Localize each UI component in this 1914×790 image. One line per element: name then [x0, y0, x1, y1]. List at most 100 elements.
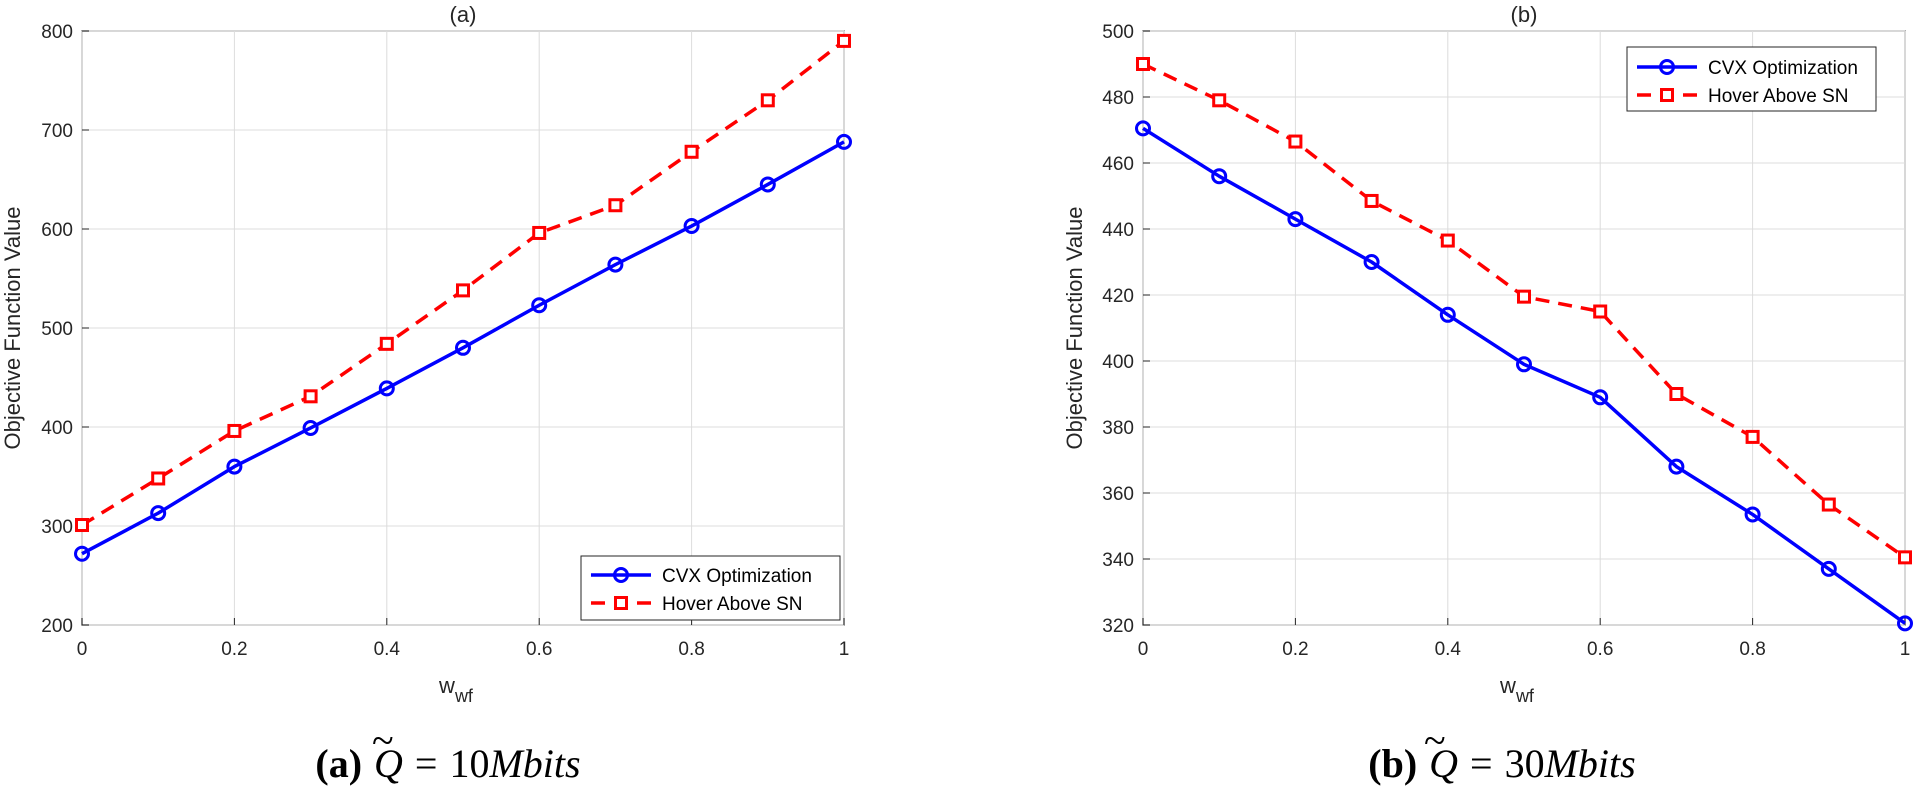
data-point-hover-b: [1593, 304, 1608, 319]
grid-a: [81, 30, 845, 626]
y-tick-label-b: 340: [1102, 550, 1134, 571]
x-axis-label-sub-a: wf: [454, 686, 474, 706]
y-tick-label-b: 380: [1102, 418, 1134, 439]
data-point-cvx-b: [1363, 254, 1380, 270]
ticks-b: 320 340 360 380 400 420 440 460 480 500 0 0.2 0.4 0.6…: [1102, 22, 1910, 660]
y-tick-label-b: 420: [1102, 286, 1134, 307]
data-point-cvx-a: [836, 133, 852, 150]
data-point-cvx-b: [1744, 506, 1761, 523]
chart-title-b: (b): [1511, 2, 1538, 27]
data-point-hover-a: [227, 423, 242, 438]
legend-marker-hover-b: [1660, 88, 1674, 102]
x-tick-label-b: 0.2: [1282, 639, 1308, 660]
y-tick-label-a: 600: [41, 220, 73, 241]
x-tick-label-a: 0.8: [678, 639, 704, 660]
data-point-hover-a: [760, 93, 775, 108]
data-point-hover-a: [837, 33, 851, 48]
data-point-hover-b: [1212, 93, 1227, 108]
y-tick-label-b: 440: [1102, 220, 1134, 241]
x-tick-label-a: 0.6: [526, 639, 552, 660]
x-tick-label-b: 1: [1900, 639, 1911, 660]
caption-label-b: (b): [1368, 741, 1417, 786]
legend-label-hover-a: Hover Above SN: [662, 594, 802, 615]
data-point-cvx-a: [74, 545, 90, 562]
caption-equals-b: =: [1470, 741, 1493, 786]
y-tick-label-a: 700: [41, 121, 73, 142]
series-line-cvx-b: [1142, 126, 1907, 625]
x-tick-label-a: 1: [839, 639, 850, 660]
legend-label-hover-b: Hover Above SN: [1708, 86, 1848, 107]
legend-b: CVX Optimization Hover Above SN: [1626, 46, 1877, 112]
y-tick-label-b: 460: [1102, 154, 1134, 175]
caption-value-b: 30: [1505, 741, 1545, 786]
legend-a: CVX Optimization Hover Above SN: [580, 555, 841, 621]
caption-b: (b) Q = 30Mbits: [1368, 741, 1635, 786]
y-tick-label-a: 800: [41, 22, 73, 43]
caption-symbol-b: Q: [1429, 741, 1458, 786]
x-tick-label-b: 0.6: [1587, 639, 1613, 660]
series-line-cvx-a: [81, 140, 845, 556]
data-point-hover-b: [1821, 497, 1836, 512]
data-point-cvx-b: [1287, 211, 1304, 228]
y-tick-label-a: 400: [41, 418, 73, 439]
x-axis-label-a: wwf: [438, 673, 474, 706]
data-point-hover-a: [608, 198, 623, 213]
data-point-cvx-b: [1820, 560, 1837, 577]
y-tick-label-b: 400: [1102, 352, 1134, 373]
data-point-cvx-a: [150, 505, 167, 522]
data-point-cvx-a: [226, 458, 243, 475]
caption-tilde-a: ~: [372, 718, 394, 763]
data-point-cvx-b: [1135, 120, 1151, 137]
data-point-cvx-a: [455, 339, 471, 356]
x-tick-label-a: 0.4: [374, 639, 401, 660]
caption-unit-a: Mbits: [488, 741, 580, 786]
grid-b: [1142, 30, 1906, 626]
data-point-cvx-b: [1592, 389, 1609, 406]
data-point-cvx-b: [1211, 168, 1228, 185]
caption-value-a: 10: [449, 741, 489, 786]
data-point-cvx-a: [607, 256, 624, 273]
data-point-hover-a: [684, 144, 699, 159]
data-point-cvx-a: [759, 176, 776, 193]
chart-panel-b: 320 340 360 380 400 420 440 460 480 500 0 0.2 0.4 0.6…: [1062, 2, 1913, 706]
x-axis-label-main-a: w: [438, 673, 455, 698]
y-tick-label-a: 500: [41, 319, 73, 340]
x-tick-label-a: 0.2: [221, 639, 247, 660]
data-point-hover-a: [151, 471, 166, 486]
data-point-hover-a: [379, 336, 394, 351]
data-point-hover-b: [1440, 233, 1455, 248]
x-tick-label-b: 0: [1138, 639, 1149, 660]
series-a: [74, 33, 852, 562]
data-point-cvx-b: [1516, 356, 1532, 373]
legend-marker-hover-a: [614, 596, 628, 610]
caption-equals-a: =: [415, 741, 438, 786]
caption-symbol-a: Q: [374, 741, 403, 786]
legend-label-cvx-b: CVX Optimization: [1708, 58, 1858, 79]
y-tick-label-a: 300: [41, 517, 73, 538]
legend-label-cvx-a: CVX Optimization: [662, 566, 812, 587]
y-tick-label-b: 320: [1102, 616, 1134, 637]
data-point-cvx-b: [1668, 458, 1685, 475]
data-point-cvx-a: [531, 297, 548, 314]
legend-marker-cvx-a: [613, 567, 629, 583]
x-axis-label-main-b: w: [1499, 673, 1516, 698]
data-point-hover-b: [1364, 193, 1379, 208]
chart-title-a: (a): [450, 2, 477, 27]
y-tick-label-b: 500: [1102, 22, 1134, 43]
legend-marker-cvx-b: [1659, 59, 1675, 75]
x-tick-label-b: 0.8: [1739, 639, 1765, 660]
y-tick-label-a: 200: [41, 616, 73, 637]
x-axis-label-sub-b: wf: [1515, 686, 1535, 706]
data-point-hover-a: [303, 389, 318, 404]
caption-a: (a) Q = 10Mbits: [315, 741, 580, 786]
data-point-hover-b: [1669, 387, 1684, 401]
data-point-hover-b: [1898, 550, 1912, 565]
ticks-a: 200 300 400 500 600 700 800 0 0.2 0.4 0.6 0.8 1: [41, 22, 849, 660]
caption-tilde-b: ~: [1424, 718, 1446, 763]
data-point-hover-b: [1136, 57, 1150, 71]
data-point-hover-a: [532, 225, 547, 240]
y-tick-label-b: 360: [1102, 484, 1134, 505]
y-tick-label-b: 480: [1102, 88, 1134, 109]
x-axis-label-b: wwf: [1499, 673, 1535, 706]
